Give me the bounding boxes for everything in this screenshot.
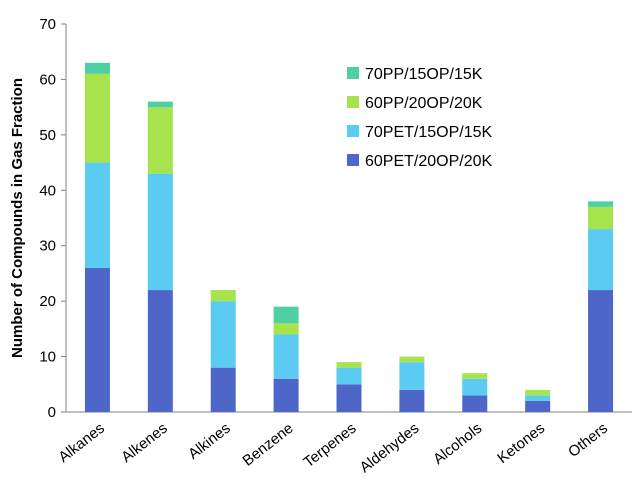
bars xyxy=(84,62,614,412)
bar-segment xyxy=(210,290,236,302)
y-tick-label: 0 xyxy=(48,404,56,421)
legend-label: 70PP/15OP/15K xyxy=(365,66,483,83)
legend-swatch xyxy=(347,154,359,166)
legend-swatch xyxy=(347,67,359,79)
bar-segment xyxy=(273,378,299,412)
bar-segment xyxy=(588,229,614,291)
bar-segment xyxy=(273,323,299,335)
bar-segment xyxy=(588,201,614,207)
y-axis: 0 10 20 30 40 50 60 70 xyxy=(39,16,67,421)
x-tick-label: Benzene xyxy=(239,420,296,470)
bar-segment xyxy=(336,362,362,368)
x-tick-label: Ketones xyxy=(494,420,548,467)
bar-segment xyxy=(84,162,110,268)
bar-segment xyxy=(525,389,551,396)
y-tick-label: 30 xyxy=(39,238,56,255)
bar-segment xyxy=(84,73,110,163)
legend: 70PP/15OP/15K 60PP/20OP/20K 70PET/15OP/15K… xyxy=(347,66,493,170)
bar-segment xyxy=(525,395,551,401)
legend-label: 60PP/20OP/20K xyxy=(365,95,483,112)
bar-segment xyxy=(147,173,173,291)
bar-segment xyxy=(147,290,173,412)
bar-segment xyxy=(273,306,299,324)
legend-label: 70PET/15OP/15K xyxy=(365,124,493,141)
y-tick-label: 10 xyxy=(39,349,56,366)
bar-segment xyxy=(588,206,614,230)
bar-segment xyxy=(84,267,110,412)
bar-segment xyxy=(210,301,236,368)
bar-segment xyxy=(525,400,551,412)
legend-swatch xyxy=(347,125,359,137)
bar-segment xyxy=(399,362,425,390)
bar-segment xyxy=(147,107,173,174)
x-tick-label: Aldehydes xyxy=(357,420,423,477)
x-axis: Alkanes Alkenes Alkines Benzene TerpenesAlde… xyxy=(55,411,632,477)
bar-segment xyxy=(336,367,362,385)
bar-segment xyxy=(84,62,110,74)
x-tick-label: Alkanes xyxy=(55,420,108,466)
bar-segment xyxy=(462,395,488,412)
x-tick-label: Terpenes xyxy=(300,420,359,471)
x-tick-label: Alcohols xyxy=(430,420,485,468)
y-tick-label: 40 xyxy=(39,182,56,199)
bar-segment xyxy=(210,367,236,412)
bar-segment xyxy=(273,334,299,379)
bar-segment xyxy=(399,389,425,412)
y-axis-label: Number of Compounds in Gas Fraction xyxy=(9,78,26,358)
bar-segment xyxy=(336,384,362,412)
y-tick-label: 50 xyxy=(39,127,56,144)
bar-segment xyxy=(462,373,488,379)
bar-segment xyxy=(399,356,425,363)
bar-segment xyxy=(588,290,614,412)
y-tick-label: 20 xyxy=(39,293,56,310)
bar-segment xyxy=(147,101,173,108)
x-tick-label: Alkenes xyxy=(118,420,171,466)
x-tick-label: Others xyxy=(565,420,611,461)
y-tick-label: 60 xyxy=(39,71,56,88)
legend-label: 60PET/20OP/20K xyxy=(365,153,493,170)
legend-swatch xyxy=(347,96,359,108)
x-tick-label: Alkines xyxy=(185,420,234,463)
y-tick-label: 70 xyxy=(39,16,56,33)
bar-segment xyxy=(462,378,488,396)
